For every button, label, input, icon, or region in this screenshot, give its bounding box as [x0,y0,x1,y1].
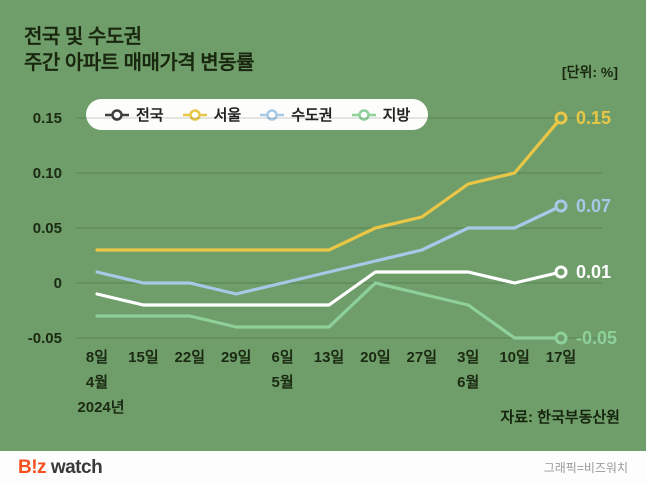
month-label-4월: 4월 [86,374,108,391]
legend-marker-metro [260,108,285,121]
source-label: 자료: 한국부동산원 [500,409,620,426]
x-tick-4: 6일 [272,349,294,366]
end-marker-metro [554,199,568,213]
y-tick-0: 0 [54,275,62,292]
x-tick-7: 27일 [407,349,438,366]
x-tick-5: 13일 [314,349,345,366]
end-label-national: 0.01 [576,262,611,282]
line-metro [95,204,563,296]
x-tick-3: 29일 [221,349,252,366]
x-tick-9: 10일 [499,349,530,366]
legend-label-metro: 수도권 [291,107,333,124]
year-label: 2024년 [77,399,124,416]
legend-marker-seoul [182,108,207,121]
logo-watch: watch [46,456,103,478]
legend-item-metro: 수도권 [259,104,333,125]
x-tick-8: 3일 [457,349,479,366]
line-seoul [95,116,563,252]
x-tick-2: 22일 [175,349,206,366]
chart-legend: 전국 서울 수도권 지방 [86,99,429,130]
unit-label: [단위: %] [561,64,618,80]
header: 전국 및 수도권 주간 아파트 매매가격 변동률 [단위: %] [24,24,622,80]
bizwatch-logo: B!z watch [18,456,103,479]
end-label-regional: -0.05 [576,328,617,348]
line-chart: 0.15 0.10 0.05 0 -0.05 8일 15일 22일 29일 6일 13일 20일 27일… [28,108,617,416]
logo-biz: B!z [18,456,47,478]
end-marker-seoul [554,111,568,125]
x-tick-6: 20일 [360,349,391,366]
x-tick-10: 17일 [546,349,577,366]
month-label-5월: 5월 [272,374,294,391]
legend-marker-national [105,108,129,121]
y-tick-0.05: 0.05 [33,220,62,237]
end-label-metro: 0.07 [576,196,611,216]
footer-bar: B!z watch 그래픽=비즈워치 [0,451,646,484]
legend-item-national: 전국 [104,104,164,125]
y-tick-0.15: 0.15 [33,110,62,127]
legend-label-national: 전국 [136,107,164,124]
line-national [95,270,563,307]
y-tick-0.10: 0.10 [33,165,62,182]
x-tick-0: 8일 [86,349,108,366]
month-label-6월: 6월 [457,374,479,391]
legend-item-seoul: 서울 [182,104,242,125]
end-marker-regional [554,331,568,345]
legend-label-seoul: 서울 [213,107,242,124]
x-tick-1: 15일 [128,349,159,366]
legend-marker-regional [351,108,376,121]
end-marker-national [554,265,568,279]
legend-item-regional: 지방 [351,104,411,125]
legend-label-regional: 지방 [382,107,411,124]
page-title-line2: 주간 아파트 매매가격 변동률 [24,52,254,74]
y-tick--0.05: -0.05 [28,330,62,347]
page-title-line1: 전국 및 수도권 [24,26,142,48]
end-label-seoul: 0.15 [576,108,611,128]
line-regional [95,281,563,340]
credit-label: 그래픽=비즈워치 [543,461,628,475]
